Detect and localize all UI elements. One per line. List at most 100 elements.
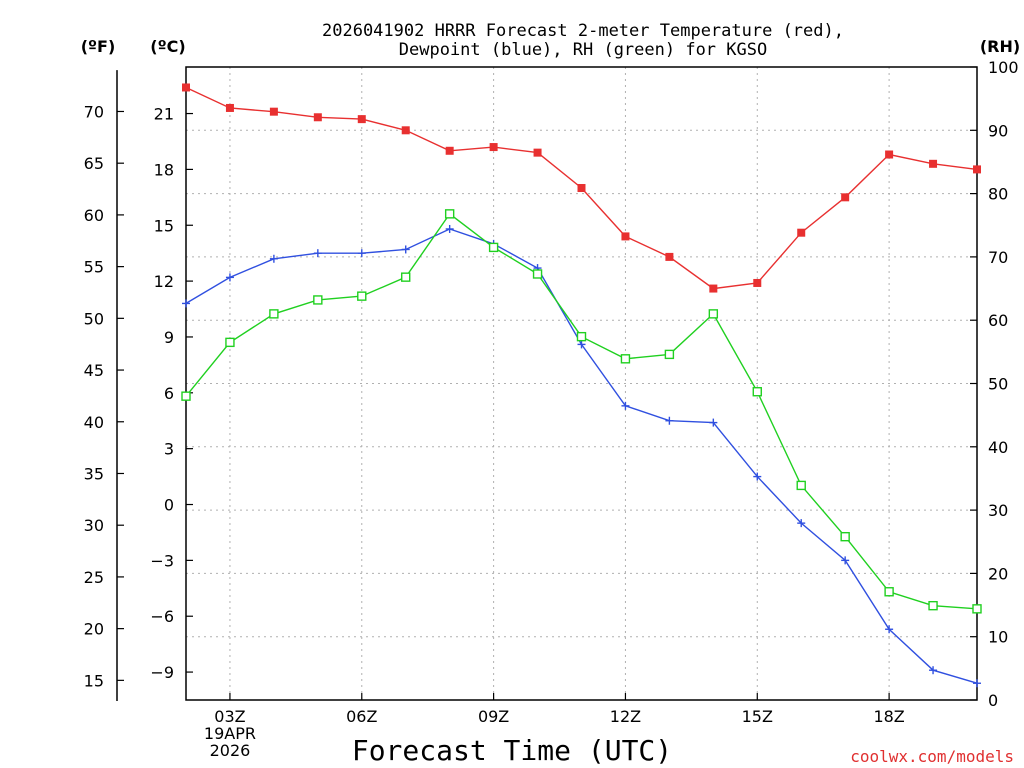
fahrenheit-tick-label: 35 — [84, 464, 104, 483]
rh-unit-label: (RH) — [980, 37, 1020, 56]
rh-point — [884, 587, 894, 597]
fahrenheit-tick-label: 50 — [84, 309, 104, 328]
rh-tick-label: 70 — [988, 248, 1008, 267]
dewpoint-point — [269, 254, 278, 263]
celsius-tick-label: 18 — [154, 160, 174, 179]
dewpoint-point — [225, 273, 234, 282]
rh-tick-label: 20 — [988, 564, 1008, 583]
rh-tick-label: 80 — [988, 185, 1008, 204]
2-meter-temperature-point — [489, 143, 498, 152]
fahrenheit-tick-label: 15 — [84, 671, 104, 690]
fahrenheit-tick-label: 20 — [84, 620, 104, 639]
x-axis-title: Forecast Time (UTC) — [352, 734, 672, 767]
rh-point — [972, 604, 982, 614]
celsius-tick-label: 15 — [154, 216, 174, 235]
2-meter-temperature-point — [621, 232, 630, 241]
fahrenheit-tick-label: 70 — [84, 102, 104, 121]
fahrenheit-tick-label: 25 — [84, 568, 104, 587]
celsius-tick-label: −9 — [150, 663, 174, 682]
dewpoint-point — [445, 224, 454, 233]
2-meter-temperature-point — [753, 278, 762, 287]
celsius-tick-label: 21 — [154, 105, 174, 124]
celsius-tick-label: −6 — [150, 607, 174, 626]
chart-title-line-2: Dewpoint (blue), RH (green) for KGSO — [399, 40, 767, 60]
chart-title-line-1: 2026041902 HRRR Forecast 2-meter Tempera… — [322, 21, 844, 41]
dewpoint-point — [577, 340, 586, 349]
x-tick-label: 09Z — [478, 707, 509, 726]
x-tick-label: 18Z — [873, 707, 904, 726]
dewpoint-point — [885, 625, 894, 634]
2-meter-temperature-point — [841, 193, 850, 202]
x-tick-label: 12Z — [610, 707, 641, 726]
celsius-unit-label: (ºC) — [150, 37, 185, 56]
2-meter-temperature-point — [885, 150, 894, 159]
rh-point — [488, 242, 499, 253]
fahrenheit-unit-label: (ºF) — [81, 37, 116, 56]
fahrenheit-tick-label: 30 — [84, 516, 104, 535]
2-meter-temperature-point — [577, 184, 586, 193]
rh-point — [313, 295, 323, 305]
2-meter-temperature-point — [445, 146, 454, 155]
credit-text: coolwx.com/models — [850, 747, 1014, 766]
celsius-tick-label: 9 — [164, 328, 174, 347]
rh-tick-label: 60 — [988, 311, 1008, 330]
rh-point — [532, 269, 543, 279]
x-tick-label: 15Z — [742, 707, 773, 726]
rh-tick-label: 50 — [988, 375, 1008, 394]
2-meter-temperature-point — [797, 228, 806, 237]
2-meter-temperature-point — [225, 103, 234, 112]
fahrenheit-tick-label: 40 — [84, 413, 104, 432]
rh-point — [752, 387, 762, 397]
2-meter-temperature-point — [313, 113, 322, 122]
x-tick-label: 03Z — [214, 707, 245, 726]
fahrenheit-tick-label: 60 — [84, 206, 104, 225]
celsius-tick-label: 12 — [154, 272, 174, 291]
rh-point — [708, 309, 719, 319]
2-meter-temperature-point — [401, 126, 410, 135]
tick-labels: 706560555045403530252015211815129630−3−6… — [84, 58, 1019, 760]
dewpoint-point — [401, 245, 410, 254]
rh-point — [664, 349, 675, 360]
fahrenheit-tick-label: 65 — [84, 154, 104, 173]
dewpoint-point — [313, 249, 322, 258]
dewpoint-point — [797, 519, 806, 528]
fahrenheit-tick-label: 45 — [84, 361, 104, 380]
2-meter-temperature-point — [929, 159, 938, 168]
dewpoint-point — [357, 249, 366, 258]
rh-tick-label: 100 — [988, 58, 1019, 77]
celsius-tick-label: −3 — [150, 551, 174, 570]
rh-tick-label: 10 — [988, 628, 1008, 647]
rh-point — [620, 354, 631, 364]
rh-tick-label: 30 — [988, 501, 1008, 520]
2-meter-temperature-point — [269, 107, 278, 116]
rh-point — [928, 600, 938, 611]
x-tick-label: 2026 — [210, 741, 251, 760]
celsius-tick-label: 6 — [164, 384, 174, 403]
2-meter-temperature-point — [182, 83, 190, 92]
dewpoint-point — [753, 472, 762, 481]
2-meter-temperature-point — [533, 148, 542, 157]
rh-point — [401, 272, 411, 282]
dewpoint-point — [709, 418, 718, 427]
dewpoint-point — [621, 401, 630, 410]
celsius-tick-label: 0 — [164, 496, 174, 515]
x-tick-label: 19APR — [204, 724, 256, 743]
dewpoint-point — [841, 556, 850, 565]
rh-point — [796, 480, 806, 491]
rh-point — [444, 209, 455, 219]
rh-point — [840, 531, 850, 542]
2-meter-temperature-point — [709, 284, 718, 293]
2-meter-temperature-point — [973, 165, 981, 174]
series-layer — [181, 83, 982, 688]
rh-tick-label: 0 — [988, 691, 998, 710]
dewpoint-point — [929, 666, 938, 675]
dewpoint-point — [665, 416, 674, 425]
2-meter-temperature-point — [665, 252, 674, 261]
2-meter-temperature-point — [357, 115, 366, 124]
rh-point — [269, 309, 279, 319]
rh-tick-label: 40 — [988, 438, 1008, 457]
rh-point — [225, 337, 235, 348]
dewpoint-point — [182, 299, 190, 308]
dewpoint-point — [973, 679, 981, 688]
